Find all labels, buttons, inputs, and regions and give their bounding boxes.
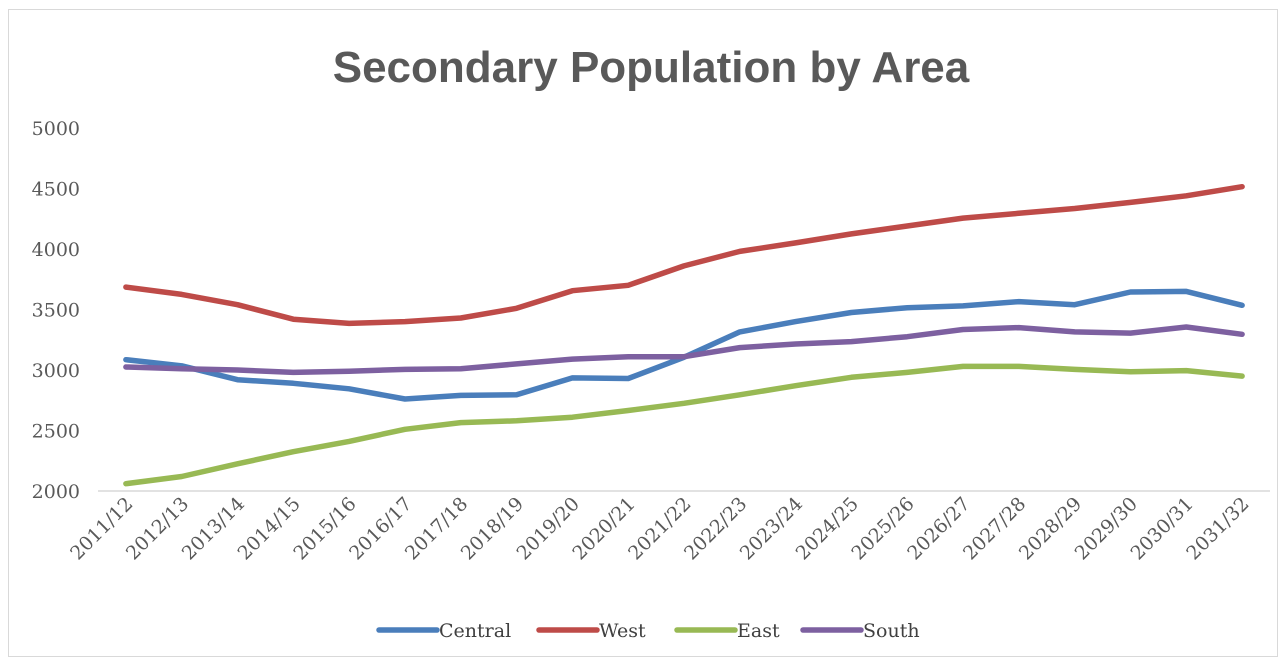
y-tick-label: 3000 [32, 360, 80, 382]
y-tick-label: 3500 [32, 300, 80, 322]
x-axis-ticks: 2011/122012/132013/142014/152015/162016/… [66, 493, 1254, 564]
series-line-central [123, 288, 1245, 402]
y-tick-label: 4000 [32, 239, 80, 261]
series-line-east [123, 363, 1245, 487]
legend-label-east: East [737, 620, 780, 642]
series-line-south [123, 324, 1245, 376]
y-axis-ticks: 2000 2500 3000 3500 4000 4500 5000 [32, 118, 80, 503]
legend: Central West East South [376, 620, 920, 642]
legend-label-west: West [599, 620, 646, 642]
series-line-west [123, 183, 1245, 327]
series-lines [123, 183, 1245, 487]
legend-label-south: South [863, 620, 920, 642]
legend-label-central: Central [439, 620, 511, 642]
y-tick-label: 5000 [32, 118, 80, 140]
y-tick-label: 2500 [32, 421, 80, 443]
y-tick-label: 2000 [32, 481, 80, 503]
y-tick-label: 4500 [32, 179, 80, 201]
chart-title: Secondary Population by Area [333, 43, 970, 92]
